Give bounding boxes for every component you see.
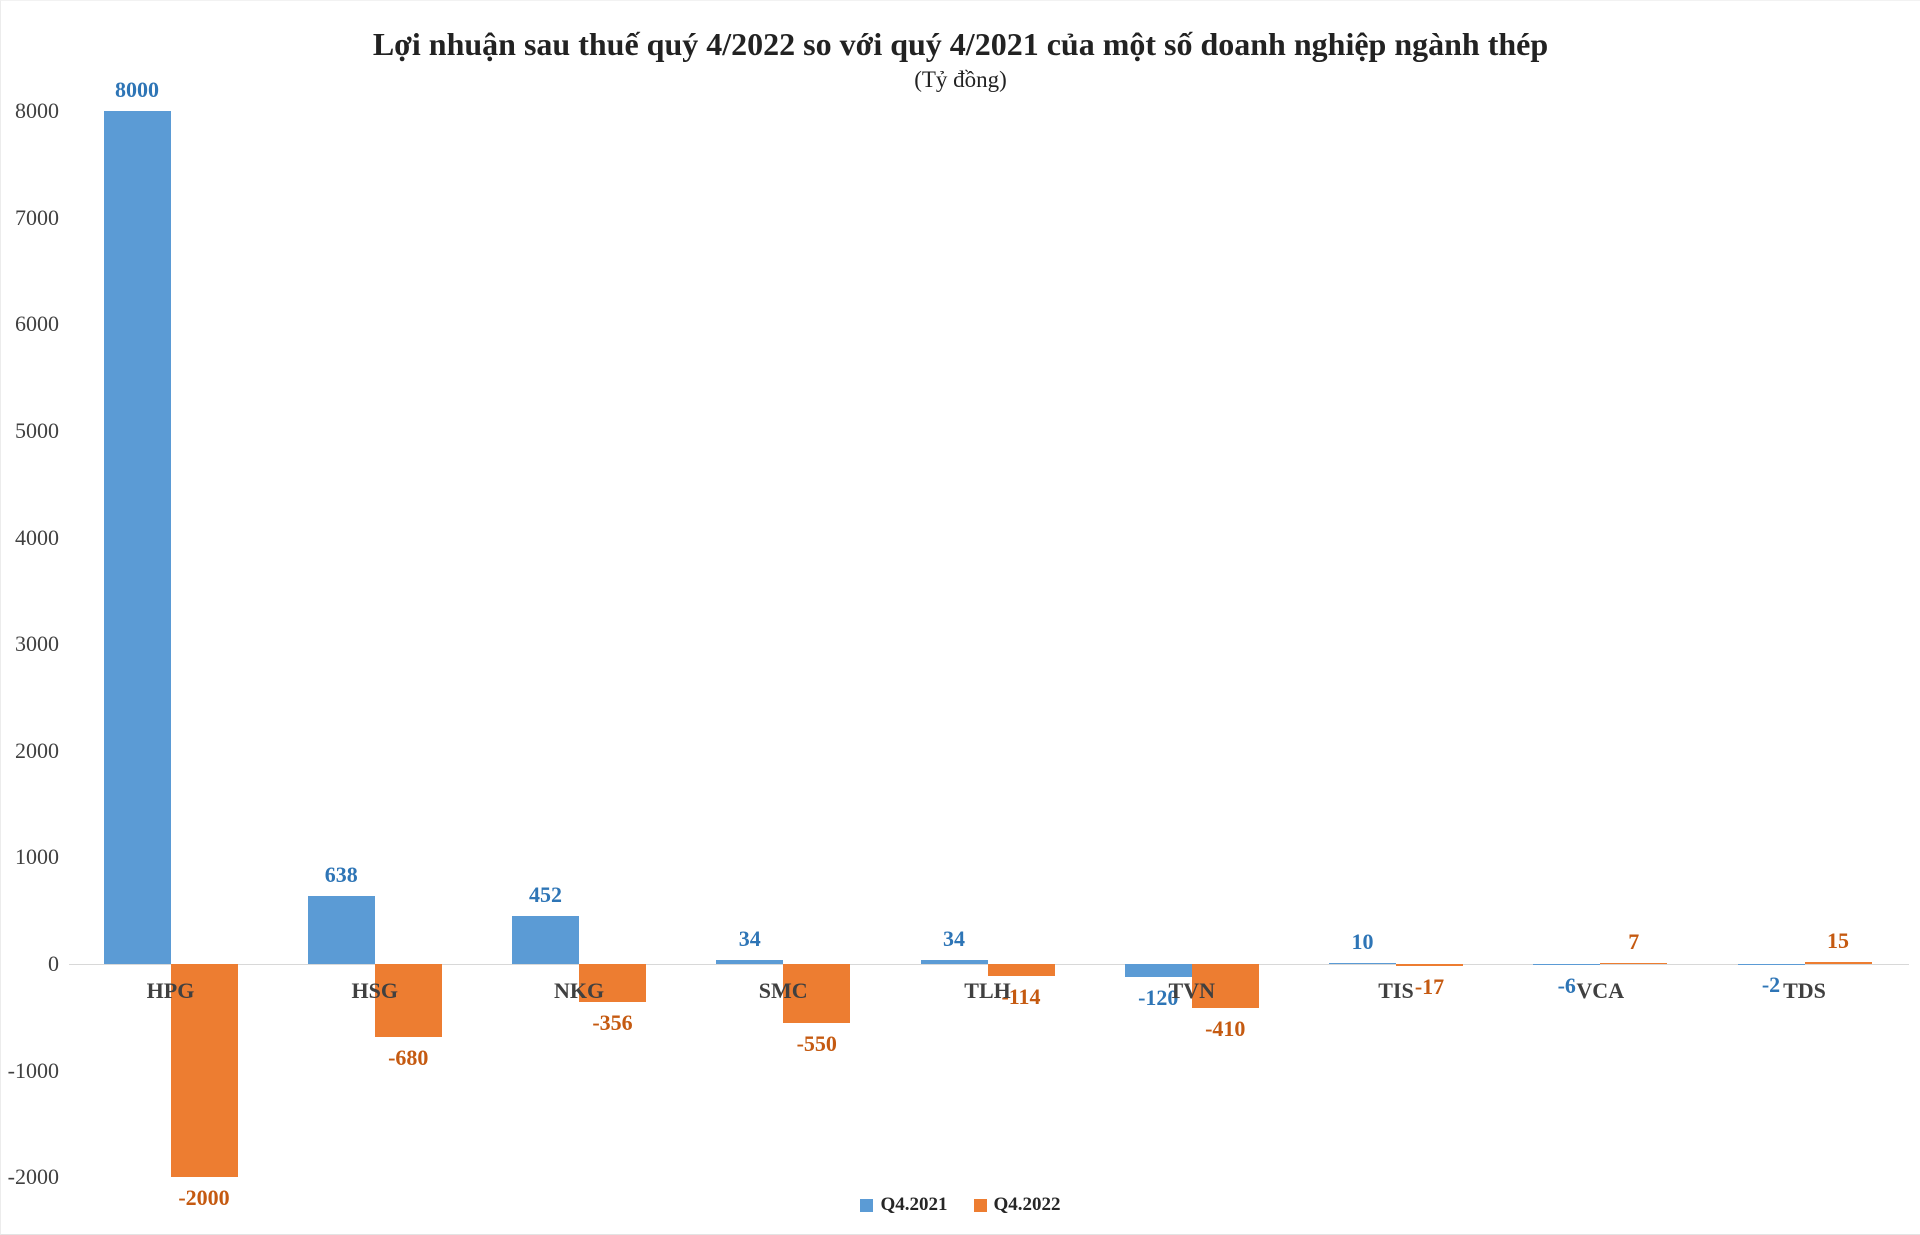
bar-q4-2022-vca [1600, 963, 1668, 964]
value-label-q4-2021-tvn: -120 [1138, 984, 1179, 1010]
y-axis-tick-label: 3000 [15, 631, 59, 657]
x-axis-category-label-tis: TIS [1378, 978, 1414, 1003]
chart-legend: Q4.2021 Q4.2022 [1, 1193, 1920, 1217]
value-label-q4-2022-tlh: -114 [1001, 984, 1041, 1010]
value-label-q4-2021-tis: 10 [1351, 928, 1374, 954]
bar-q4-2021-smc [716, 960, 784, 964]
bar-q4-2021-vca [1533, 964, 1601, 965]
bar-q4-2021-nkg [512, 915, 579, 964]
bar-q4-2022-tlh [987, 964, 1055, 977]
bar-q4-2021-hsg [307, 895, 375, 964]
value-label-q4-2022-vca: 7 [1628, 929, 1640, 955]
y-axis-tick-label: 5000 [15, 417, 59, 443]
bar-q4-2022-nkg [579, 964, 646, 1002]
x-axis-category-label-tvn: TVN [1168, 978, 1215, 1003]
value-label-q4-2022-hpg: -2000 [178, 1185, 230, 1211]
value-label-q4-2021-nkg: 452 [529, 881, 562, 907]
y-axis-tick-label: -2000 [7, 1164, 59, 1190]
value-label-q4-2022-tvn: -410 [1205, 1015, 1246, 1041]
legend-item-q4-2022: Q4.2022 [973, 1193, 1061, 1217]
x-axis-category-label-tds: TDS [1783, 978, 1826, 1003]
value-label-q4-2022-nkg: -356 [592, 1009, 633, 1035]
x-axis-category-label-smc: SMC [758, 978, 808, 1003]
bar-q4-2022-tis [1396, 964, 1463, 966]
bar-q4-2021-tvn [1124, 964, 1192, 977]
value-label-q4-2021-tlh: 34 [943, 926, 965, 952]
x-axis-category-label-hpg: HPG [146, 978, 195, 1003]
x-axis-category-label-nkg: NKG [553, 978, 605, 1003]
value-label-q4-2021-smc: 34 [738, 926, 761, 952]
y-axis-tick-label: 7000 [15, 204, 59, 230]
legend-item-q4-2021: Q4.2021 [860, 1193, 948, 1217]
legend-swatch-q4-2021-icon [860, 1198, 874, 1212]
y-axis-tick-label: 1000 [15, 844, 59, 870]
value-label-q4-2021-hpg: 8000 [115, 77, 159, 102]
value-label-q4-2022-hsg: -680 [388, 1044, 429, 1070]
value-label-q4-2021-hsg: 638 [324, 861, 358, 887]
bar-q4-2022-smc [783, 964, 851, 1023]
bar-q4-2021-hpg [103, 111, 171, 964]
x-axis-category-label-vca: VCA [1576, 978, 1625, 1003]
value-label-q4-2022-smc: -550 [796, 1030, 837, 1056]
x-axis-category-label-tlh: TLH [964, 978, 1011, 1003]
chart-title: Lợi nhuận sau thuế quý 4/2022 so với quý… [372, 26, 1549, 62]
value-label-q4-2021-tds: -2 [1761, 972, 1781, 998]
y-axis-tick-label: 2000 [15, 737, 59, 763]
chart-subtitle: (Tỷ đồng) [914, 67, 1007, 92]
legend-swatch-q4-2022-icon [973, 1198, 987, 1212]
bar-q4-2021-tlh [920, 960, 988, 964]
bar-q4-2022-tds [1804, 962, 1872, 964]
y-axis-tick-label: 4000 [15, 524, 59, 550]
y-axis-tick-label: 8000 [15, 98, 59, 123]
value-label-q4-2021-vca: -6 [1557, 972, 1576, 998]
value-label-q4-2022-tis: -17 [1414, 973, 1445, 999]
legend-label-q4-2021: Q4.2021 [880, 1194, 948, 1215]
y-axis-tick-label: 0 [48, 951, 59, 976]
legend-label-q4-2022: Q4.2022 [993, 1194, 1061, 1215]
y-axis-tick-label: 6000 [15, 311, 59, 337]
x-axis-category-label-hsg: HSG [351, 978, 398, 1003]
value-label-q4-2022-tds: 15 [1827, 928, 1849, 954]
bar-q4-2022-hpg [170, 964, 238, 1178]
y-axis-tick-label: -1000 [7, 1057, 59, 1083]
bar-q4-2022-tvn [1191, 964, 1259, 1008]
bar-q4-2021-tis [1329, 962, 1396, 964]
bar-q4-2022-hsg [374, 964, 442, 1037]
